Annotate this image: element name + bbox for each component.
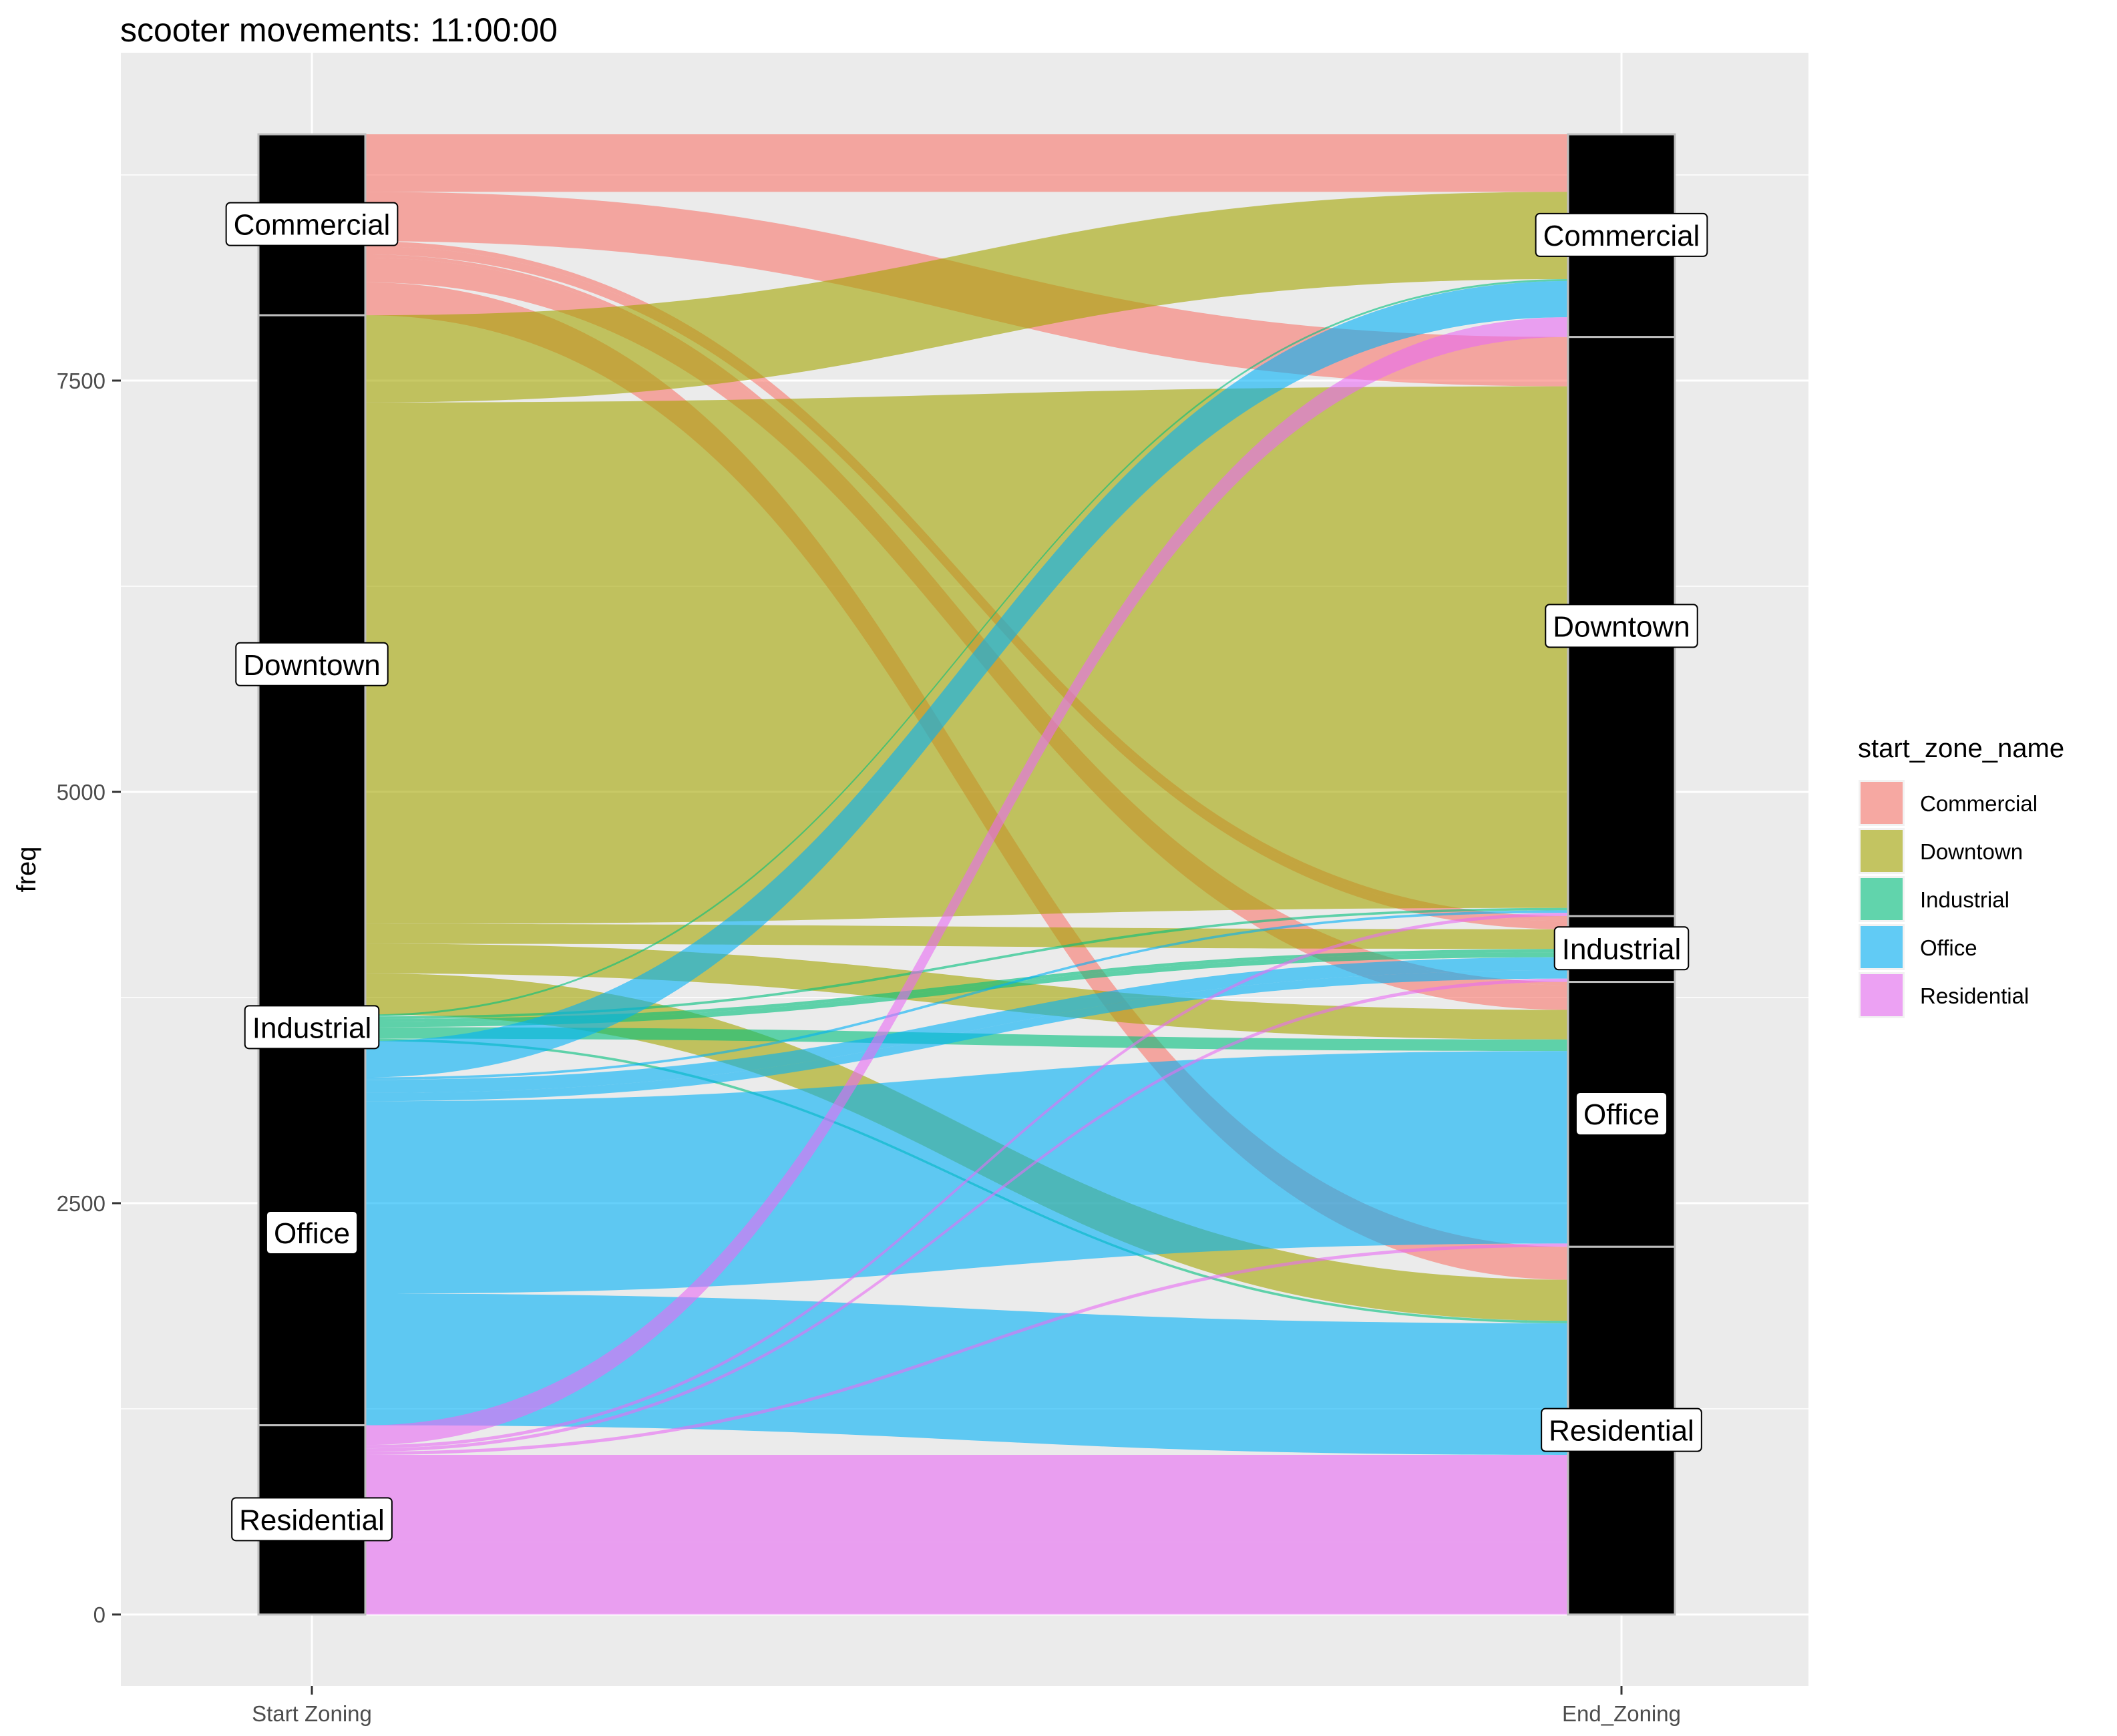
label-box	[1553, 926, 1690, 971]
stratum-label-text: Residential	[1549, 1415, 1694, 1448]
start-stratum-label-office: Office	[265, 1210, 359, 1255]
end-stratum-label-office: Office	[1575, 1091, 1668, 1136]
label-box	[235, 642, 389, 686]
x-tick-label: Start Zoning	[252, 1701, 372, 1726]
label-box	[1541, 1407, 1702, 1452]
stratum-label-text: Office	[1583, 1098, 1660, 1131]
legend-label-commercial: Commercial	[1920, 791, 2038, 816]
stratum-label-text: Office	[274, 1217, 350, 1250]
flow-ribbons	[365, 134, 1568, 1614]
label-box	[1545, 604, 1698, 648]
stratum-label-text: Commercial	[1543, 220, 1700, 252]
legend-swatch-downtown	[1861, 830, 1903, 872]
legend-label-downtown: Downtown	[1920, 839, 2023, 864]
flow-office-to-office	[365, 1051, 1568, 1294]
flow-industrial-to-industrial	[365, 949, 1568, 1022]
legend-swatch-commercial	[1861, 782, 1903, 824]
legend-label-industrial: Industrial	[1920, 887, 2009, 912]
label-box	[231, 1497, 393, 1542]
flow-downtown-to-commercial	[365, 192, 1568, 403]
legend-swatch-residential	[1861, 974, 1903, 1016]
label-box	[1575, 1091, 1668, 1136]
end-stratum-label-downtown: Downtown	[1545, 604, 1698, 648]
start-stratum-label-residential: Residential	[231, 1497, 393, 1542]
stratum-label-text: Commercial	[234, 209, 391, 242]
flow-residential-to-residential	[365, 1542, 1568, 1614]
y-axis-title: freq	[12, 847, 41, 893]
start-stratum-label-industrial: Industrial	[244, 1005, 380, 1050]
end-stratum-label-commercial: Commercial	[1535, 212, 1708, 257]
flow-commercial-to-commercial	[365, 134, 1568, 192]
stratum-labels: Commercial Downtown Industrial Office Reside…	[225, 202, 1708, 1542]
axes: 0 2500 5000 7500 Start Zoning End_Zoning	[57, 369, 1681, 1726]
legend-label-residential: Residential	[1920, 984, 2029, 1008]
flow-office-to-industrial	[365, 957, 1568, 1093]
legend-title: start_zone_name	[1858, 734, 2064, 763]
end-stratum-label-industrial: Industrial	[1553, 926, 1690, 971]
start-stratum-label-downtown: Downtown	[235, 642, 389, 686]
x-tick-label: End_Zoning	[1562, 1701, 1681, 1726]
flow-office-to-industrial	[365, 970, 1568, 1102]
flow-industrial-to-downtown	[365, 907, 1568, 1020]
legend-label-office: Office	[1920, 935, 1977, 960]
stratum-label-text: Downtown	[1553, 610, 1690, 643]
legend-swatch-industrial	[1861, 878, 1903, 920]
stratum-label-text: Industrial	[1562, 933, 1682, 965]
flow-residential-to-downtown	[365, 913, 1568, 1449]
stratum-label-text: Residential	[239, 1504, 385, 1536]
flow-industrial-to-industrial	[365, 952, 1568, 1028]
legend-swatch-office	[1861, 926, 1903, 968]
label-box	[244, 1005, 380, 1050]
stratum-label-text: Downtown	[243, 649, 380, 682]
y-tick-label: 5000	[57, 780, 106, 805]
flow-residential-to-office	[365, 1243, 1568, 1455]
label-box	[265, 1210, 359, 1255]
y-tick-label: 2500	[57, 1191, 106, 1216]
flow-office-to-residential	[365, 1293, 1568, 1455]
flow-residential-to-industrial	[365, 978, 1568, 1452]
start-stratum-label-commercial: Commercial	[225, 202, 399, 246]
flow-residential-to-residential	[365, 1454, 1568, 1542]
label-box	[1535, 212, 1708, 257]
flow-industrial-to-commercial	[365, 278, 1568, 1017]
flow-residential-to-commercial	[365, 317, 1568, 1446]
legend: start_zone_name Commercial Downtown Indust…	[1858, 734, 2064, 1018]
chart-title: scooter movements: 11:00:00	[120, 11, 558, 49]
flow-office-to-commercial	[365, 280, 1568, 1078]
y-tick-label: 7500	[57, 369, 106, 393]
flow-downtown-to-downtown	[365, 386, 1568, 924]
end-stratum-label-residential: Residential	[1541, 1407, 1702, 1452]
flow-office-to-downtown	[365, 910, 1568, 1080]
y-tick-label: 0	[93, 1602, 106, 1627]
stratum-label-text: Industrial	[252, 1012, 372, 1044]
label-box	[225, 202, 399, 246]
